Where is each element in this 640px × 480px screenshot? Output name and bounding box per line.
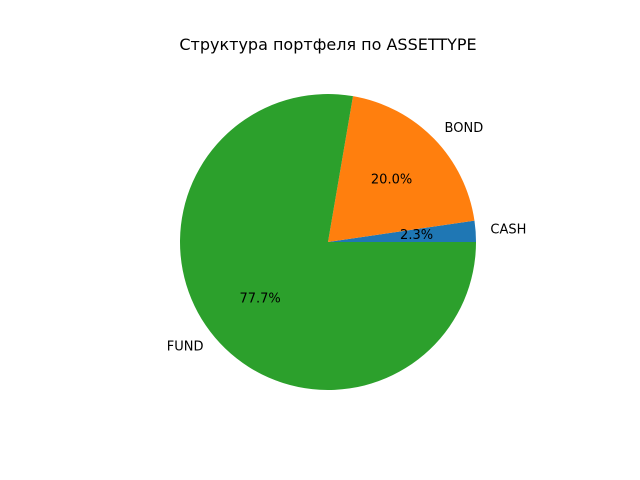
percent-label-cash: 2.3% xyxy=(400,228,433,243)
pie-labels: CASH 2.3% BOND 20.0% FUND 77.7% xyxy=(167,121,527,355)
slice-label-bond: BOND xyxy=(445,121,484,136)
percent-label-fund: 77.7% xyxy=(239,292,280,307)
slice-label-cash: CASH xyxy=(490,223,526,238)
pie-slice-cash xyxy=(328,220,476,242)
pie-slice-bond xyxy=(328,96,475,242)
slice-label-fund: FUND xyxy=(167,339,204,354)
chart-title: Структура портфеля по ASSETTYPE xyxy=(179,35,476,54)
pie-slice-fund xyxy=(180,94,477,391)
percent-label-bond: 20.0% xyxy=(371,173,412,188)
pie-slices xyxy=(180,94,477,391)
